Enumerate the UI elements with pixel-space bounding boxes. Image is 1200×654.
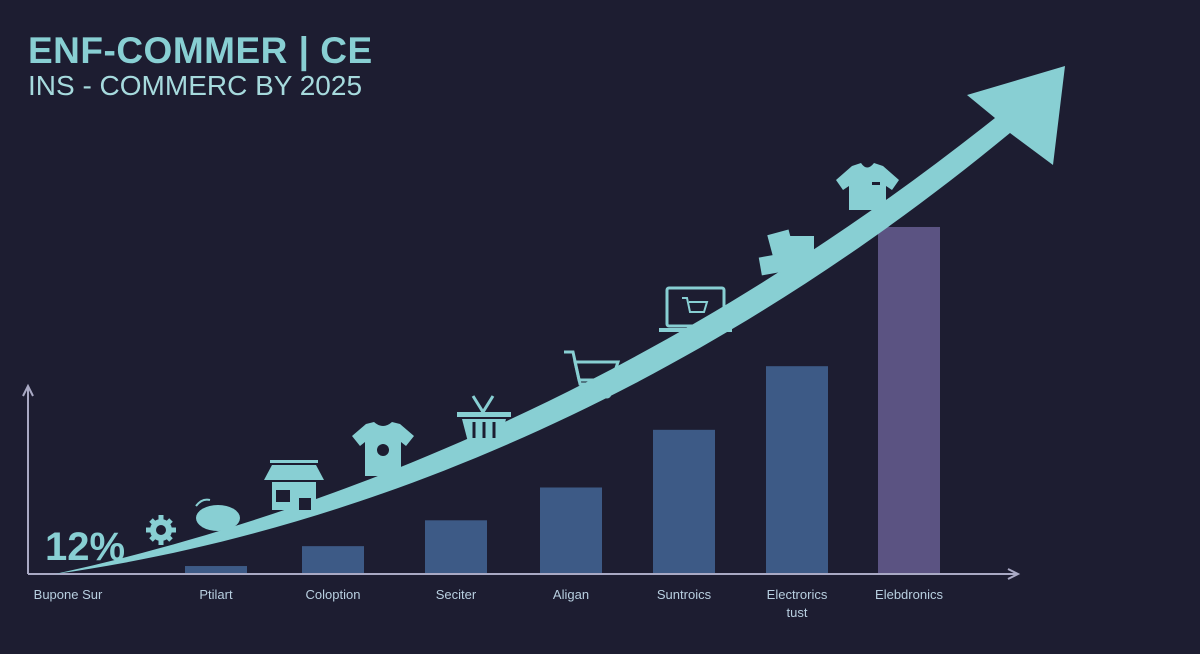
bar [766,366,828,573]
annotation-label: 12% [45,525,125,569]
category-label: Bupone Sur [34,587,103,602]
category-label: Coloption [306,587,361,602]
category-label: Electrorics tust [767,587,828,620]
laptop-cart-icon [659,286,732,332]
shopping-bags-icon [758,229,814,276]
bar [302,546,364,573]
chart-subtitle: INS - COMMERC BY 2025 [28,70,363,101]
bar [185,566,247,573]
bar [653,429,715,573]
gear-icon [146,515,176,545]
purse-icon [195,498,240,531]
shopping-cart-icon [564,350,621,399]
basket-icon [457,395,511,442]
x-axis [28,568,1021,580]
bar [878,226,940,573]
category-label: Seciter [436,587,477,602]
bars [185,226,940,573]
tshirt-icon [352,422,414,476]
y-axis [22,383,34,574]
storefront-icon [264,460,324,510]
bar [425,520,487,573]
chart-title: ENF-COMMER | CE [28,30,373,71]
category-label: Ptilart [199,587,233,602]
category-label: Suntroics [657,587,712,602]
bar [540,487,602,573]
category-label: Aligan [553,587,589,602]
category-label: Elebdronics [875,587,943,602]
category-labels: Bupone Sur Ptilart Coloption Seciter Aligan S… [34,587,944,620]
polo-shirt-icon [836,163,899,210]
